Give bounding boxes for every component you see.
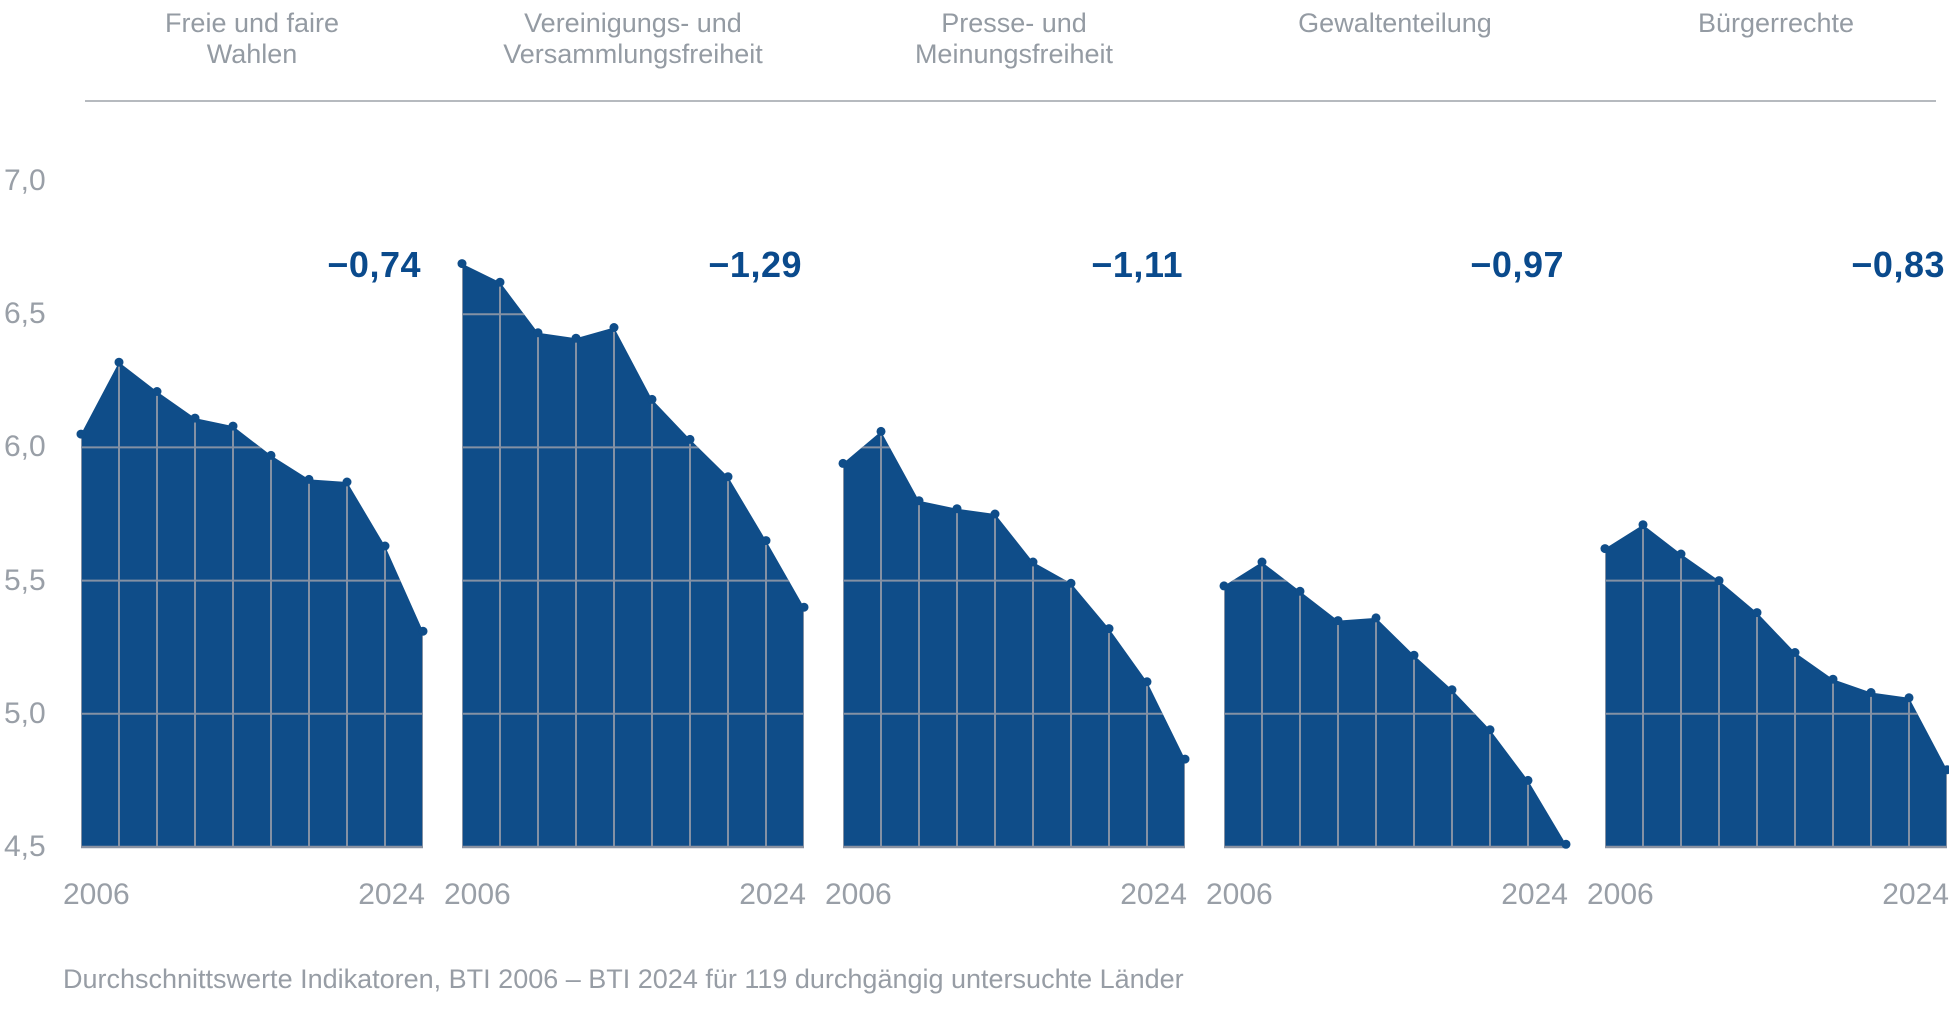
panel-title-line: Vereinigungs- und — [524, 8, 742, 38]
data-point-dot — [1485, 725, 1495, 735]
data-point-dot — [685, 434, 695, 444]
data-point-dot — [1066, 578, 1076, 588]
data-point-dot — [1523, 775, 1533, 785]
data-point-dot — [1028, 557, 1038, 567]
data-point-dot — [1600, 544, 1610, 554]
data-point-dot — [495, 277, 505, 287]
figure-caption: Durchschnittswerte Indikatoren, BTI 2006… — [63, 964, 1184, 994]
x-label-end-presse-und-meinungsfreiheit: 2024 — [1120, 878, 1187, 911]
x-label-end-freie-und-faire-wahlen: 2024 — [358, 878, 425, 911]
area-fill-gewaltenteilung — [1224, 562, 1566, 847]
panel-title-line: Bürgerrechte — [1697, 8, 1855, 38]
data-point-dot — [152, 387, 162, 396]
data-point-dot — [761, 536, 771, 546]
y-tick-label-4-5: 4,5 — [4, 830, 46, 863]
area-fill-freie-und-faire-wahlen — [81, 362, 423, 847]
data-point-dot — [1295, 586, 1305, 596]
data-point-dot — [1866, 688, 1876, 697]
data-point-dot — [647, 394, 657, 404]
gridlines-freie-und-faire-wahlen — [81, 362, 423, 847]
data-point-dot — [1942, 765, 1949, 775]
area-fill-buergerrechte — [1605, 524, 1947, 847]
y-tick-label-6-0: 6,0 — [4, 430, 46, 464]
data-point-dot — [304, 474, 314, 484]
data-point-dot — [1714, 576, 1724, 586]
data-point-dot — [457, 259, 467, 269]
data-point-dot — [1752, 608, 1762, 618]
panel-title-buergerrechte: Bürgerrechte — [1576, 8, 1949, 39]
change-value-gewaltenteilung: −0,97 — [1470, 244, 1564, 285]
data-point-dot — [1790, 648, 1800, 657]
data-point-dot — [380, 541, 390, 551]
data-point-dot — [952, 504, 962, 514]
data-point-dot — [1104, 624, 1114, 634]
x-label-start-vereinigungs-und-versammlungsfreiheit: 2006 — [444, 878, 511, 911]
data-point-dot — [914, 496, 924, 506]
data-point-dot — [266, 450, 276, 460]
data-point-dot — [1828, 674, 1838, 684]
y-tick-label-5-0: 5,0 — [4, 696, 46, 730]
panel-title-line: Gewaltenteilung — [1298, 8, 1492, 38]
data-point-dot — [533, 328, 543, 338]
data-point-dot — [1371, 613, 1381, 623]
y-tick-label-7-0: 7,0 — [4, 164, 46, 197]
panel-title-vereinigungs-und-versammlungsfreiheit: Vereinigungs- und Versammlungsfreiheit — [433, 8, 833, 70]
data-point-dot — [1561, 839, 1571, 849]
data-point-dot — [1257, 557, 1267, 567]
y-tick-label-6-5: 6,5 — [4, 297, 46, 331]
data-point-dot — [76, 429, 86, 439]
area-chart-buergerrechte — [1600, 520, 1949, 849]
change-value-buergerrechte: −0,83 — [1851, 244, 1945, 285]
panel-title-presse-und-meinungsfreiheit: Presse- und Meinungsfreiheit — [814, 8, 1214, 70]
x-label-end-vereinigungs-und-versammlungsfreiheit: 2024 — [739, 878, 806, 911]
data-point-dot — [1447, 685, 1457, 695]
data-point-dot — [1219, 581, 1229, 591]
data-point-dot — [1180, 754, 1190, 764]
data-point-dot — [723, 472, 733, 482]
x-label-end-buergerrechte: 2024 — [1882, 878, 1949, 911]
area-fill-vereinigungs-und-versammlungsfreiheit — [462, 263, 804, 848]
data-point-dot — [1638, 520, 1648, 530]
data-point-dot — [1676, 549, 1686, 559]
change-value-freie-und-faire-wahlen: −0,74 — [327, 244, 421, 285]
data-point-dot — [1142, 677, 1152, 687]
area-fill-presse-und-meinungsfreiheit — [843, 431, 1185, 847]
data-point-dot — [1333, 616, 1343, 626]
change-value-presse-und-meinungsfreiheit: −1,11 — [1091, 244, 1183, 285]
panel-title-line: Meinungsfreiheit — [914, 39, 1114, 69]
panel-title-freie-und-faire-wahlen: Freie und faire Wahlen — [52, 8, 452, 70]
y-tick-label-5-5: 5,5 — [4, 563, 46, 597]
data-point-dot — [114, 357, 124, 367]
area-chart-freie-und-faire-wahlen — [76, 357, 428, 849]
x-label-start-gewaltenteilung: 2006 — [1206, 878, 1273, 911]
change-value-vereinigungs-und-versammlungsfreiheit: −1,29 — [708, 244, 802, 285]
data-point-dot — [876, 426, 886, 436]
data-point-dot — [228, 421, 238, 431]
x-label-start-freie-und-faire-wahlen: 2006 — [63, 878, 130, 911]
data-point-dot — [190, 413, 200, 423]
data-point-dot — [799, 602, 809, 612]
x-label-end-gewaltenteilung: 2024 — [1501, 878, 1568, 911]
data-point-dot — [418, 626, 428, 636]
panel-title-line: Freie und faire — [164, 8, 340, 38]
data-point-dot — [1409, 650, 1419, 660]
panel-title-line: Versammlungsfreiheit — [503, 39, 763, 69]
panel-title-line: Presse- und — [941, 8, 1087, 38]
data-point-dot — [1904, 693, 1914, 703]
x-label-start-presse-und-meinungsfreiheit: 2006 — [825, 878, 892, 911]
data-point-dot — [609, 323, 619, 332]
data-point-dot — [838, 458, 848, 468]
area-chart-presse-und-meinungsfreiheit — [838, 426, 1190, 849]
data-point-dot — [342, 477, 352, 487]
panel-title-gewaltenteilung: Gewaltenteilung — [1195, 8, 1595, 39]
data-point-dot — [990, 509, 1000, 519]
data-point-dot — [571, 333, 581, 343]
header-separator-line — [85, 100, 1936, 102]
panel-title-line: Wahlen — [206, 39, 298, 69]
x-label-start-buergerrechte: 2006 — [1587, 878, 1654, 911]
